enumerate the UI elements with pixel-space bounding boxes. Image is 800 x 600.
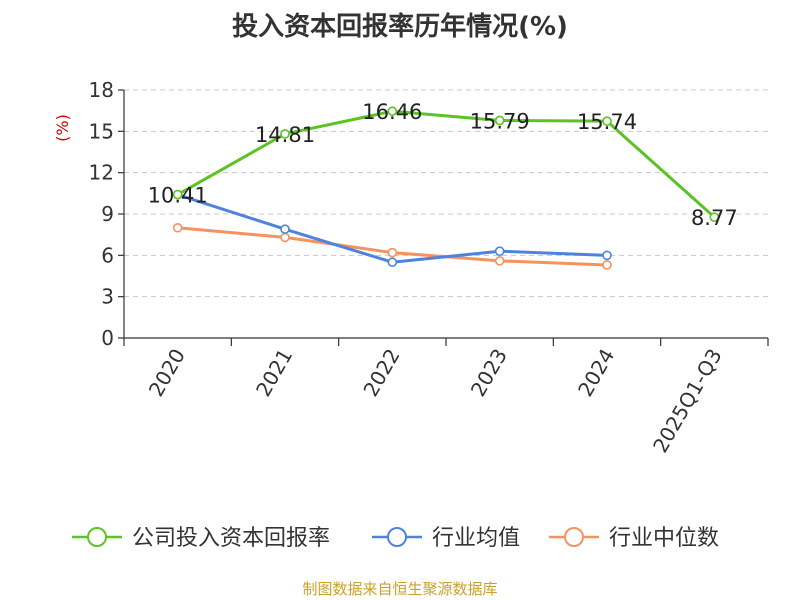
data-point — [280, 129, 290, 139]
y-tick-label: 6 — [101, 243, 114, 267]
data-point — [494, 115, 505, 126]
data-point — [494, 256, 505, 266]
legend-marker — [87, 527, 107, 547]
y-tick-label: 9 — [101, 202, 114, 226]
x-tick-label: 2024 — [573, 345, 619, 401]
y-axis-title: (%) — [53, 114, 72, 142]
data-point — [280, 224, 290, 234]
data-point — [172, 222, 183, 233]
data-point — [387, 106, 398, 117]
data-point — [602, 260, 612, 270]
data-point — [172, 189, 183, 200]
legend-label: 行业均值 — [432, 526, 520, 551]
data-point — [387, 247, 398, 258]
data-label: 15.79 — [470, 109, 530, 133]
x-tick-label: 2025Q1-Q3 — [648, 345, 727, 457]
legend-label: 行业中位数 — [609, 526, 719, 551]
data-label: 16.46 — [362, 100, 422, 124]
data-point — [494, 246, 505, 256]
y-tick-label: 15 — [89, 119, 114, 143]
x-tick-label: 2020 — [144, 345, 190, 401]
data-point — [280, 232, 290, 243]
y-tick-label: 0 — [101, 326, 114, 350]
legend-marker — [564, 527, 584, 547]
data-point — [602, 250, 612, 261]
y-tick-label: 12 — [89, 161, 114, 185]
legend-marker — [387, 527, 407, 547]
data-label: 8.77 — [691, 206, 738, 230]
y-tick-label: 18 — [89, 78, 114, 102]
data-source-note: 制图数据来自恒生聚源数据库 — [302, 580, 498, 598]
y-tick-label: 3 — [101, 285, 114, 309]
data-label: 10.41 — [148, 184, 208, 208]
data-point — [387, 257, 398, 268]
data-label: 15.74 — [577, 110, 637, 134]
chart-title: 投入资本回报率历年情况(%) — [232, 12, 568, 42]
series-line — [176, 109, 716, 219]
x-tick-label: 2023 — [466, 344, 512, 400]
data-point — [602, 116, 612, 126]
data-point — [709, 212, 720, 222]
data-label: 14.81 — [255, 123, 315, 147]
legend-label: 公司投入资本回报率 — [132, 526, 330, 551]
x-tick-label: 2022 — [358, 345, 404, 401]
x-tick-label: 2021 — [251, 345, 297, 401]
